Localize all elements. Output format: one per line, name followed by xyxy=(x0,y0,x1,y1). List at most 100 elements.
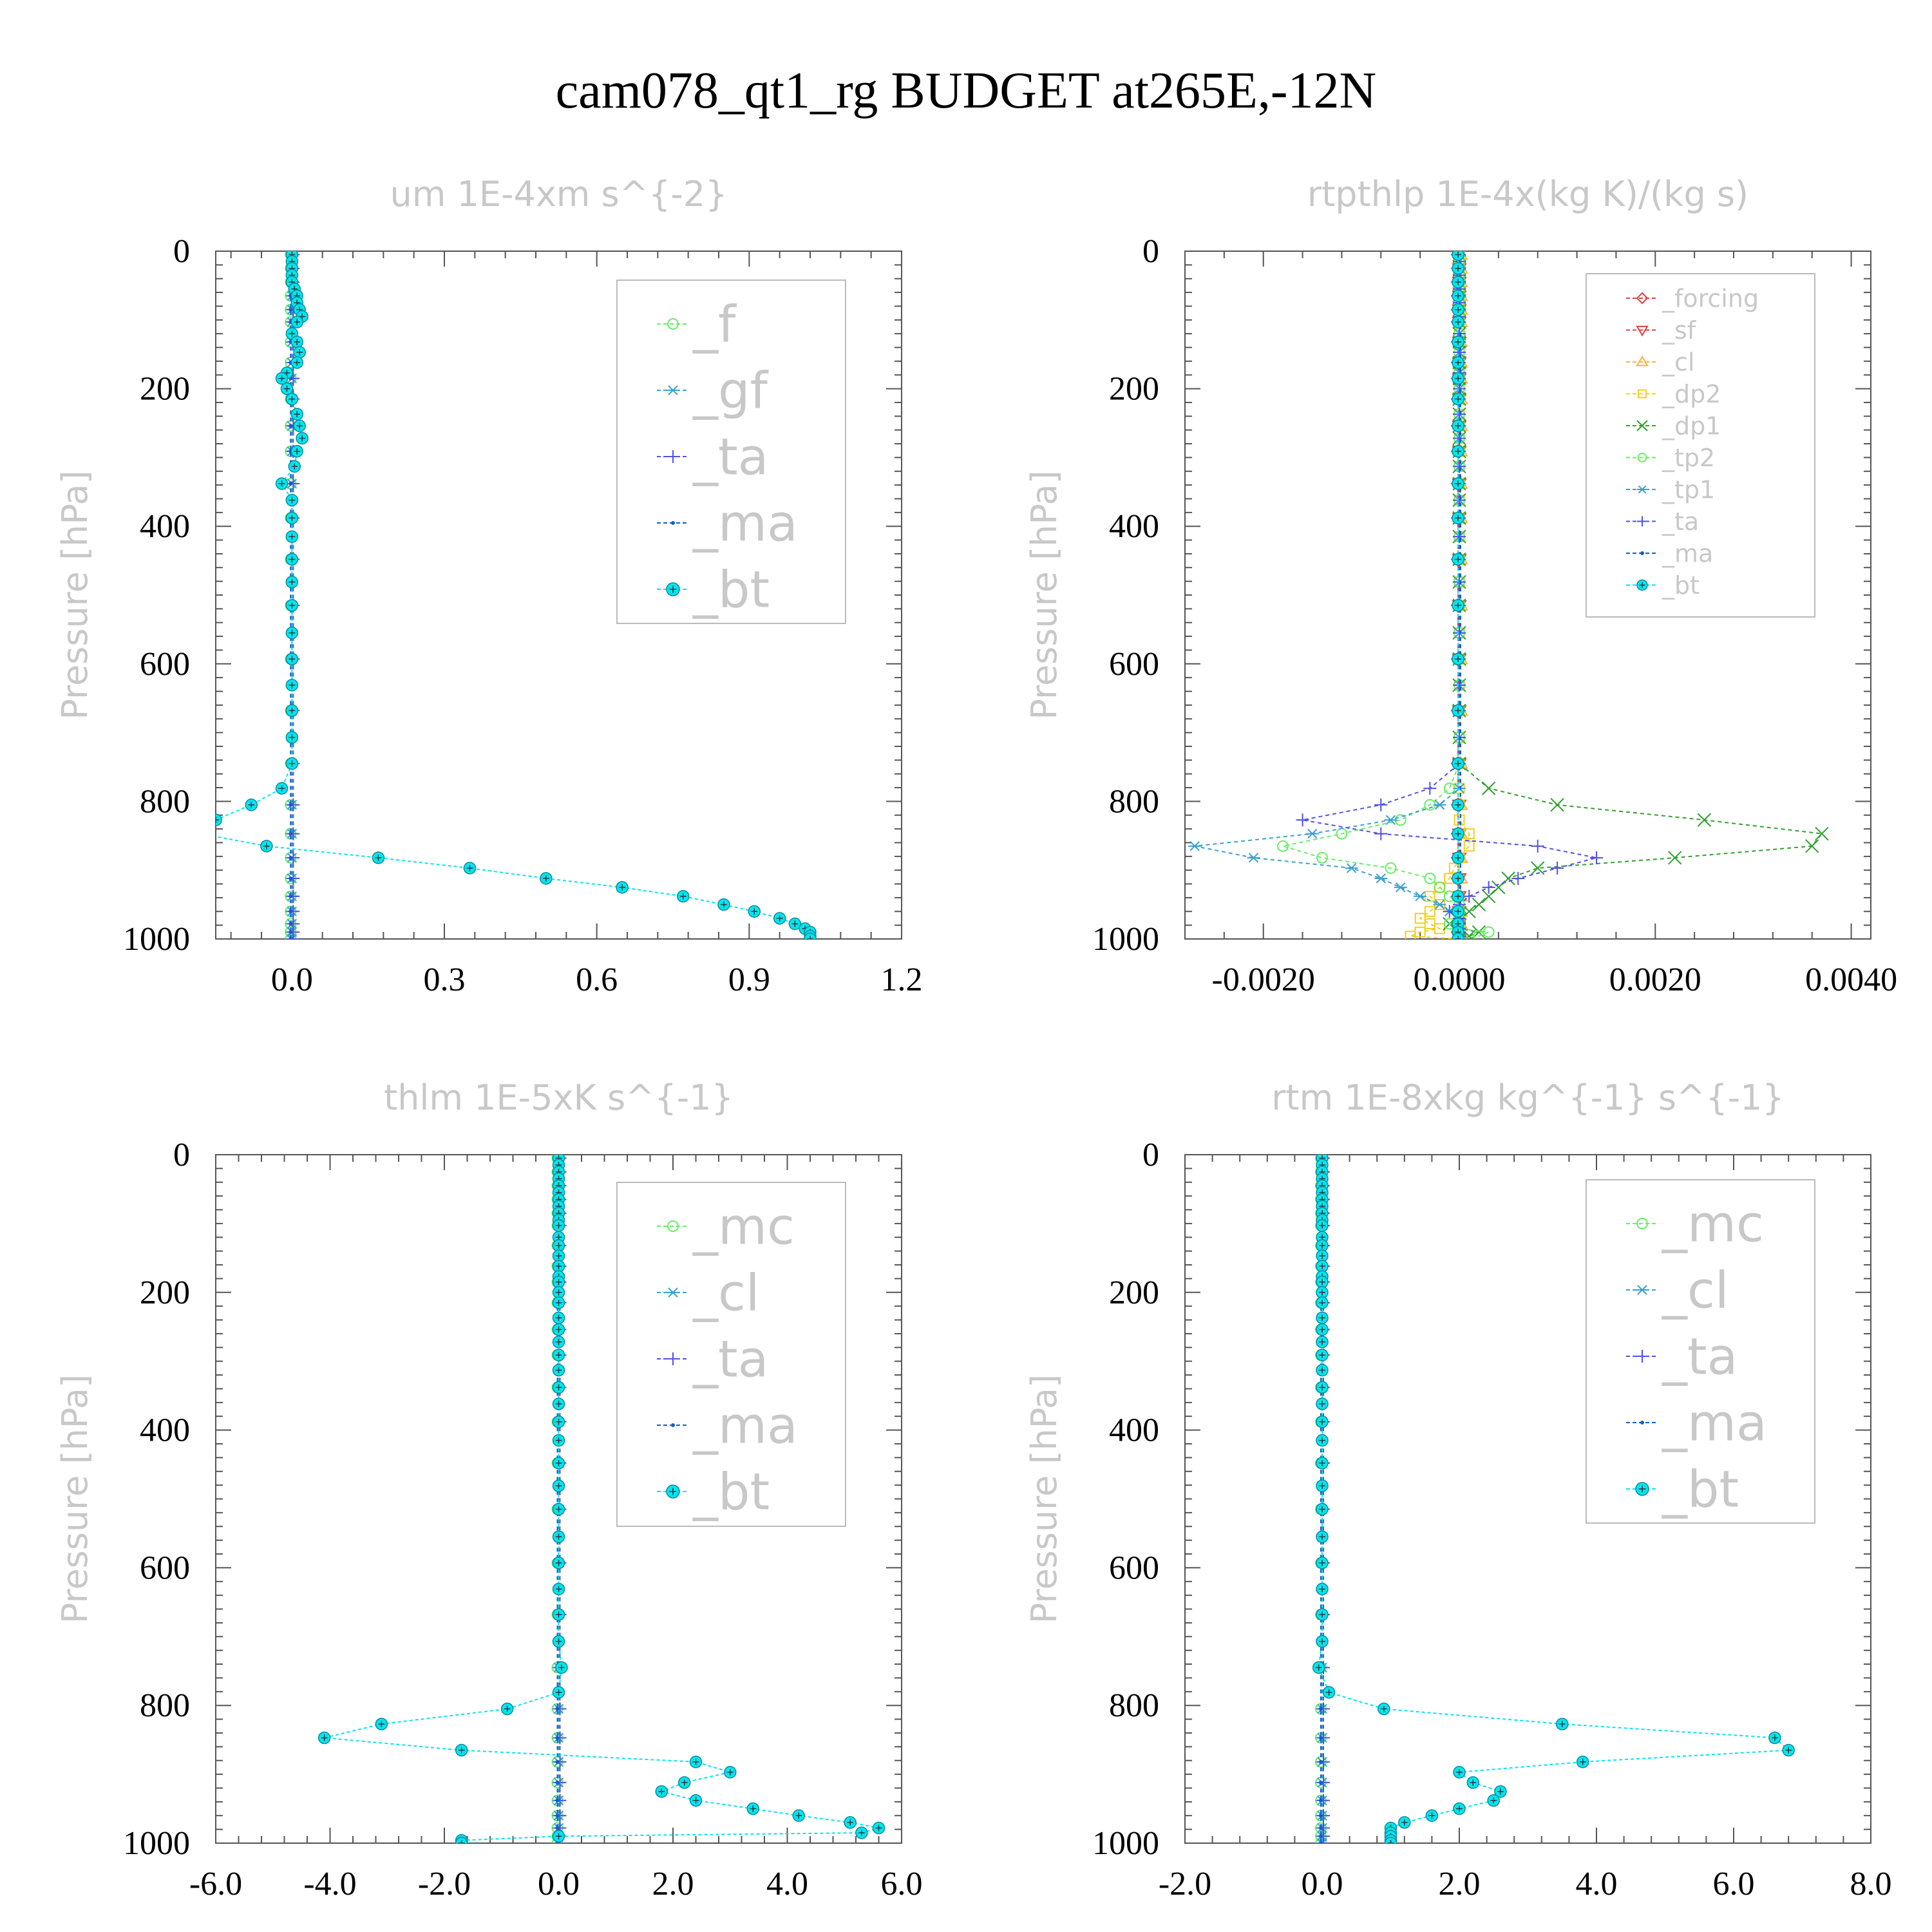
y-tick-label: 800 xyxy=(1109,783,1159,820)
x-tick-label: 0.0 xyxy=(538,1866,580,1902)
data-point-cross xyxy=(1319,1482,1325,1490)
data-point-cross xyxy=(289,707,296,714)
chart-panel-3: thlm 1E-5xK s^{-1} Pressure [hPa] 0 200 400 6… xyxy=(55,1077,923,1902)
x-tick-label: -6.0 xyxy=(189,1866,242,1902)
data-point-cross xyxy=(1456,1768,1463,1776)
data-point-cross xyxy=(807,936,813,939)
data-point-cross xyxy=(1319,1314,1325,1321)
data-point-cross xyxy=(1319,1506,1325,1513)
legend-marker xyxy=(1636,420,1648,431)
data-point-cross xyxy=(1490,1797,1497,1804)
data-point-cross xyxy=(555,1833,562,1840)
y-tick-label: 1000 xyxy=(123,1825,190,1862)
y-tick-label: 600 xyxy=(1109,646,1159,683)
data-point xyxy=(1433,800,1446,810)
y-tick-label: 600 xyxy=(1109,1549,1159,1586)
data-point-cross xyxy=(555,1367,562,1374)
data-point-cross xyxy=(1401,1819,1408,1826)
legend-marker xyxy=(671,521,675,525)
data-point-cross xyxy=(555,1559,562,1566)
legend-label: _ta xyxy=(692,428,768,486)
legend-marker xyxy=(1638,389,1647,399)
y-tick-label: 800 xyxy=(140,783,190,820)
plot-data-area xyxy=(317,1155,886,1843)
x-tick-label: 8.0 xyxy=(1850,1866,1892,1902)
legend-box xyxy=(1586,1179,1815,1524)
data-point-cross xyxy=(1497,1788,1504,1795)
legend-item: _dp1 xyxy=(1626,412,1721,440)
x-tick-label: 0.0 xyxy=(271,961,313,998)
data-point-cross xyxy=(555,1586,562,1593)
data-point-cross xyxy=(1380,1705,1387,1712)
data-point-cross xyxy=(726,1768,734,1776)
data-point-cross xyxy=(299,435,306,442)
data-point xyxy=(1550,798,1564,812)
data-point-cross xyxy=(278,480,285,487)
data-point xyxy=(1433,899,1446,910)
data-point xyxy=(1453,530,1466,544)
data-point-cross xyxy=(555,1638,562,1645)
data-point-cross xyxy=(1319,1222,1325,1229)
legend-item: _gf xyxy=(657,362,769,420)
legend-label: _cl xyxy=(1662,1262,1729,1320)
x-tick-label: 0.6 xyxy=(576,961,618,998)
y-axis-label: Pressure [hPa] xyxy=(55,1374,95,1624)
data-point-cross xyxy=(289,556,296,563)
data-point-cross xyxy=(1455,395,1461,402)
data-point xyxy=(1805,839,1819,853)
data-point xyxy=(555,1798,560,1803)
x-tick-label: 2.0 xyxy=(652,1866,694,1902)
data-point-cross xyxy=(1455,556,1461,563)
legend-marker xyxy=(1636,325,1649,337)
data-point xyxy=(555,1780,560,1785)
data-point-cross xyxy=(1319,1367,1325,1374)
data-point-cross xyxy=(1455,855,1461,861)
data-point-cross xyxy=(1319,1242,1325,1249)
x-tick-label: 4.0 xyxy=(1576,1866,1618,1902)
legend-item: _bt xyxy=(657,561,770,619)
data-point xyxy=(555,1759,560,1764)
y-tick-label: 0 xyxy=(173,1137,190,1173)
data-point-cross xyxy=(289,330,296,337)
data-point-cross xyxy=(1785,1747,1792,1754)
data-point-cross xyxy=(555,1253,562,1260)
data-point xyxy=(289,894,293,898)
y-tick-label: 800 xyxy=(1109,1687,1159,1724)
legend-marker xyxy=(667,318,679,330)
data-point-cross xyxy=(555,1289,562,1296)
legend-marker xyxy=(1636,1350,1649,1363)
data-point xyxy=(1394,882,1407,893)
legend-label: _gf xyxy=(692,362,769,420)
data-point-cross xyxy=(1319,1418,1325,1425)
data-point-cross xyxy=(751,908,758,915)
y-tick-label: 600 xyxy=(140,1549,190,1586)
data-point-cross xyxy=(289,629,296,636)
data-point-cross xyxy=(466,865,473,871)
legend-box xyxy=(1586,273,1815,618)
data-point-cross xyxy=(1319,1586,1325,1593)
data-point-cross xyxy=(1455,893,1461,900)
data-point-cross xyxy=(1455,875,1461,882)
data-point xyxy=(1453,460,1466,473)
data-point-cross xyxy=(1387,1840,1394,1843)
data-point xyxy=(1319,1707,1323,1711)
legend-label: _ma xyxy=(1662,539,1713,567)
data-point xyxy=(1374,827,1388,840)
x-tick-label: -2.0 xyxy=(418,1866,471,1902)
legend-label: _dp1 xyxy=(1662,412,1721,440)
data-point-cross xyxy=(555,1278,562,1285)
data-point xyxy=(1481,781,1496,795)
data-point-cross xyxy=(776,915,783,922)
data-point-cross xyxy=(289,533,296,540)
data-point-cross xyxy=(1319,1352,1325,1359)
data-point xyxy=(1551,862,1564,875)
panel-title: um 1E-4xm s^{-2} xyxy=(390,174,728,214)
legend-label: _tp1 xyxy=(1662,475,1715,504)
data-point-cross xyxy=(1319,1299,1325,1306)
series-bt xyxy=(1312,1155,1795,1843)
data-point-cross xyxy=(1455,830,1461,837)
data-point-cross xyxy=(555,1459,562,1466)
data-point-cross xyxy=(1319,1459,1325,1466)
data-point-cross xyxy=(248,801,255,808)
data-point xyxy=(289,307,293,312)
